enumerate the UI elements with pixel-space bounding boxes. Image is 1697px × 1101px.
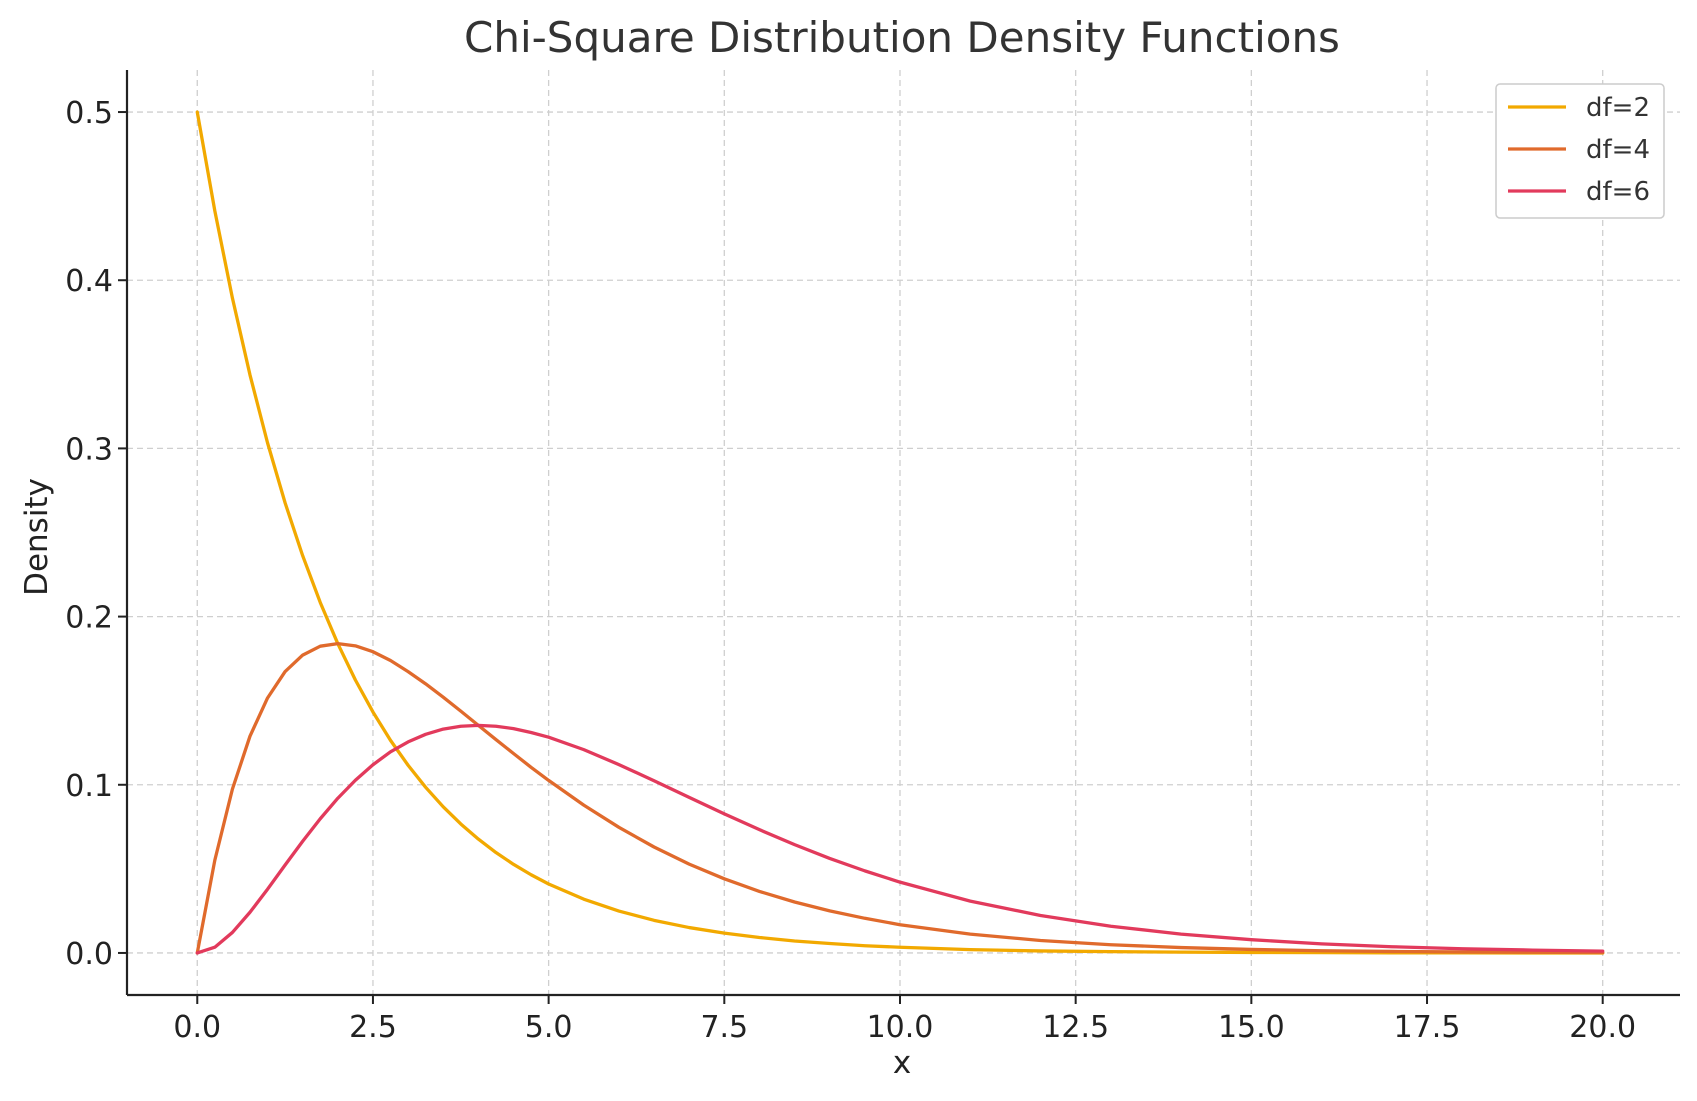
legend-label: df=4 [1586, 135, 1650, 165]
series-line-df-4 [195, 642, 1605, 955]
y-tick-label: 0.5 [65, 96, 113, 131]
series-line-df-2 [195, 110, 1605, 955]
x-tick-label: 7.5 [700, 1010, 748, 1045]
x-tick-label: 12.5 [1042, 1010, 1109, 1045]
y-tick-label: 0.3 [65, 432, 113, 467]
axis-ticks: 0.0 2.5 5.0 7.5 10.0 12.5 15.0 17.5 20.0 0.0 0.1 0.… [65, 96, 1636, 1045]
y-tick-label: 0.0 [65, 937, 113, 972]
x-tick-label: 2.5 [349, 1010, 397, 1045]
legend-label: df=6 [1586, 177, 1650, 207]
x-axis-label: x [893, 1045, 911, 1081]
series-layer [195, 110, 1605, 955]
x-tick-label: 5.0 [525, 1010, 573, 1045]
x-tick-label: 17.5 [1394, 1010, 1461, 1045]
x-tick-label: 10.0 [867, 1010, 934, 1045]
y-tick-label: 0.2 [65, 601, 113, 636]
series-line-df-6 [195, 723, 1605, 955]
x-tick-label: 20.0 [1569, 1010, 1636, 1045]
legend: df=2 df=4 df=6 [1495, 83, 1665, 219]
y-tick-label: 0.4 [65, 264, 113, 299]
chart-title: Chi-Square Distribution Density Function… [464, 13, 1340, 62]
x-tick-label: 15.0 [1218, 1010, 1285, 1045]
x-tick-label: 0.0 [173, 1010, 221, 1045]
legend-frame [1495, 83, 1665, 219]
legend-label: df=2 [1586, 93, 1650, 123]
y-axis-label: Density [19, 478, 55, 596]
y-tick-label: 0.1 [65, 769, 113, 804]
